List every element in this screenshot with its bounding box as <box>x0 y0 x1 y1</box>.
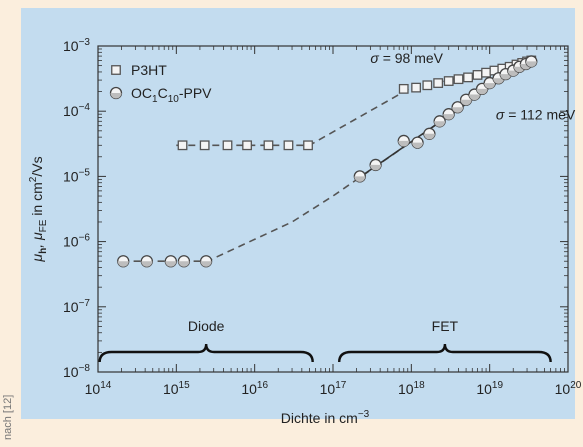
x-tick-exponent: 19 <box>492 380 504 391</box>
data-point-p3ht <box>464 73 473 82</box>
legend-ppv-tail: -PPV <box>179 85 212 101</box>
y-tick-base: 10 <box>63 103 79 119</box>
x-axis-title: Dichte in cm−3 <box>281 409 370 426</box>
legend-ppv-part: OC <box>131 85 152 101</box>
data-point-p3ht <box>178 141 187 150</box>
data-point-ppv <box>354 171 365 182</box>
x-axis-title-text: Dichte in cm <box>281 410 358 426</box>
x-tick-base: 10 <box>241 381 257 397</box>
data-point-p3ht <box>434 79 443 88</box>
y-title-sub-fe: FE <box>38 219 49 232</box>
data-point-ppv <box>165 256 176 267</box>
data-point-ppv <box>370 159 381 170</box>
x-tick-base: 10 <box>398 381 414 397</box>
legend-circle-marker <box>111 88 122 99</box>
legend-ppv-mid: C <box>158 85 168 101</box>
x-tick-exponent: 14 <box>100 380 112 391</box>
x-tick-exponent: 16 <box>257 380 269 391</box>
data-point-ppv <box>398 135 409 146</box>
data-point-p3ht <box>423 81 432 90</box>
y-tick-base: 10 <box>63 364 79 380</box>
region-label-fet: FET <box>432 318 459 334</box>
legend-square-marker <box>112 66 121 75</box>
x-tick-label: 1020 <box>555 380 582 397</box>
y-tick-base: 10 <box>63 299 79 315</box>
data-point-p3ht <box>264 141 273 150</box>
x-tick-base: 10 <box>476 381 492 397</box>
y-tick-exponent: −5 <box>79 167 91 178</box>
y-title-mu: μ <box>29 254 45 263</box>
data-point-p3ht <box>454 75 463 84</box>
data-point-ppv <box>141 256 152 267</box>
region-label-diode: Diode <box>188 318 225 334</box>
y-tick-base: 10 <box>63 234 79 250</box>
data-point-p3ht <box>444 77 453 86</box>
y-title-unit-tail: /Vs <box>29 156 45 176</box>
x-tick-exponent: 15 <box>179 380 191 391</box>
data-point-p3ht <box>304 141 313 150</box>
data-point-p3ht <box>223 141 232 150</box>
sigma-annotation-2: σ = 112 meV <box>496 106 576 122</box>
y-tick-exponent: −8 <box>79 363 91 374</box>
legend-ppv-sub2: 10 <box>168 94 180 105</box>
data-point-ppv <box>526 56 537 67</box>
y-title-unit: in cm <box>29 182 45 219</box>
sigma-annotation-1: σ = 98 meV <box>370 50 443 66</box>
data-point-p3ht <box>200 141 209 150</box>
data-point-ppv <box>201 256 212 267</box>
data-point-ppv <box>178 256 189 267</box>
x-tick-base: 10 <box>85 381 101 397</box>
data-point-p3ht <box>243 141 252 150</box>
data-point-ppv <box>424 128 435 139</box>
x-tick-exponent: 20 <box>570 380 582 391</box>
x-tick-base: 10 <box>320 381 336 397</box>
sigma-value: = 112 meV <box>504 106 576 122</box>
x-tick-exponent: 18 <box>414 380 426 391</box>
data-point-ppv <box>412 137 423 148</box>
data-point-p3ht <box>473 71 482 80</box>
legend-label-p3ht: P3HT <box>131 62 167 78</box>
x-tick-base: 10 <box>163 381 179 397</box>
y-tick-exponent: −4 <box>79 102 91 113</box>
y-tick-exponent: −3 <box>79 37 91 48</box>
y-title-mu2: , μ <box>29 232 45 248</box>
data-point-p3ht <box>482 68 491 77</box>
data-point-p3ht <box>399 85 408 94</box>
y-tick-base: 10 <box>63 168 79 184</box>
y-tick-exponent: −7 <box>79 298 91 309</box>
sigma-value: = 98 meV <box>379 50 444 66</box>
data-point-p3ht <box>412 83 421 92</box>
y-tick-exponent: −6 <box>79 233 91 244</box>
x-axis-title-exponent: −3 <box>358 409 370 420</box>
data-point-ppv <box>118 256 129 267</box>
x-tick-base: 10 <box>555 381 571 397</box>
data-point-p3ht <box>284 141 293 150</box>
x-tick-exponent: 17 <box>335 380 347 391</box>
y-tick-base: 10 <box>63 38 79 54</box>
